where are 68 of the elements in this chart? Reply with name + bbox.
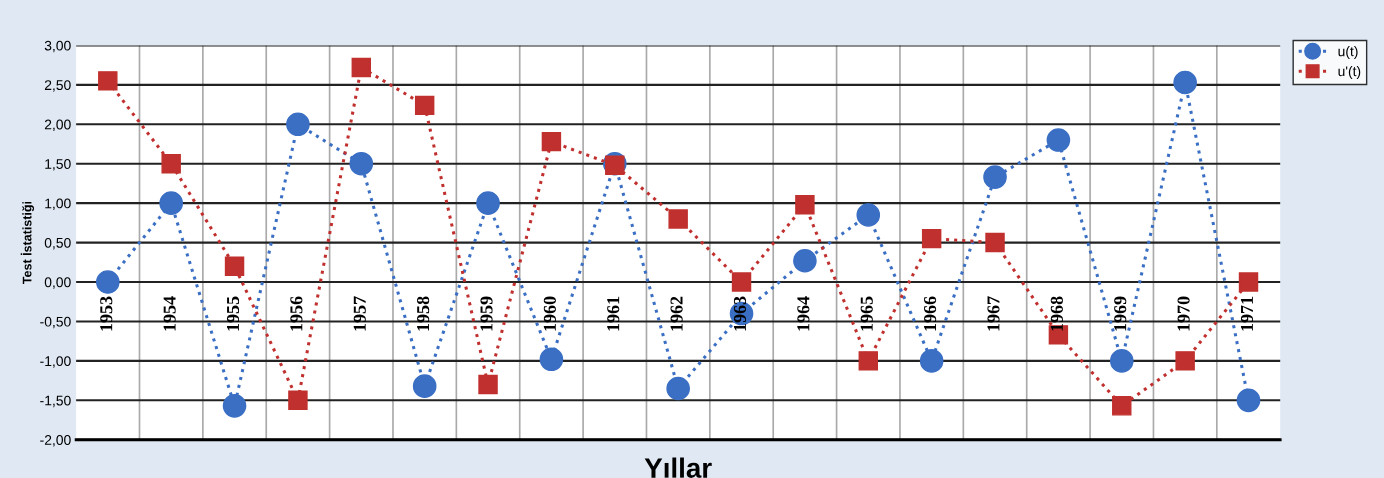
- x-tick-label: 1954: [163, 296, 176, 331]
- point: [666, 376, 690, 401]
- point: [856, 203, 881, 227]
- y-tick-label: 0,00: [44, 277, 71, 289]
- point: [96, 270, 120, 294]
- x-tick-label: 1959: [480, 296, 493, 331]
- point: [731, 272, 752, 292]
- x-tick-label: 1970: [1177, 296, 1190, 331]
- point: [414, 95, 435, 116]
- point: [351, 57, 372, 78]
- legend-label: u'(t): [1338, 65, 1361, 79]
- y-tick-label: -2,00: [40, 435, 71, 447]
- x-tick-label: 1955: [226, 296, 240, 331]
- y-tick-label: 2,00: [44, 119, 71, 132]
- y-tick-label: 3,00: [44, 40, 71, 53]
- point: [161, 153, 181, 174]
- point: [1175, 351, 1195, 371]
- x-tick-label: 1960: [543, 296, 556, 331]
- point: [921, 228, 942, 249]
- point: [412, 374, 437, 398]
- point: [668, 209, 688, 229]
- point: [224, 256, 245, 276]
- point: [349, 151, 374, 176]
- y-tick-label: -1,00: [40, 356, 71, 368]
- point: [222, 394, 247, 418]
- x-tick-label: 1962: [670, 296, 683, 331]
- point: [476, 191, 500, 215]
- y-tick-label: 0,50: [44, 237, 71, 250]
- point: [985, 232, 1005, 253]
- point: [919, 349, 944, 373]
- x-tick-label: 1968: [1050, 296, 1063, 331]
- y-axis-title: Test İstatistiği: [20, 201, 35, 284]
- point: [159, 191, 183, 215]
- point: [286, 112, 310, 137]
- y-tick-label: -1,50: [40, 395, 71, 408]
- point: [98, 71, 118, 91]
- x-tick-label: 1953: [100, 296, 113, 331]
- point: [795, 195, 815, 215]
- point: [1109, 349, 1134, 373]
- point: [288, 390, 308, 411]
- point: [983, 165, 1007, 189]
- point: [541, 131, 562, 152]
- x-tick-label: 1956: [290, 296, 303, 331]
- y-tick-label: 1,50: [45, 159, 71, 171]
- point: [793, 248, 817, 273]
- point: [858, 351, 879, 371]
- x-tick-label: 1964: [797, 296, 810, 331]
- x-tick-label: 1957: [353, 296, 366, 331]
- x-axis-title: Yıllar: [644, 457, 712, 478]
- x-tick-label: 1969: [1114, 296, 1127, 331]
- x-tick-label: 1967: [987, 296, 1000, 331]
- point: [1046, 128, 1071, 152]
- point: [1112, 396, 1132, 416]
- y-tick-label: 1,00: [45, 198, 71, 210]
- x-tick-label: 1958: [417, 296, 430, 331]
- x-tick-label: 1966: [924, 296, 937, 331]
- point: [1236, 388, 1261, 413]
- point: [478, 374, 498, 395]
- y-tick-label: 2,50: [44, 80, 71, 92]
- y-tick-label: -0,50: [40, 316, 71, 329]
- x-tick-label: 1963: [733, 296, 747, 331]
- x-tick-label: 1961: [607, 296, 620, 331]
- point: [1173, 70, 1197, 95]
- point: [1238, 272, 1259, 292]
- legend-label: u(t): [1338, 46, 1358, 60]
- x-tick-label: 1965: [860, 296, 873, 331]
- x-tick-label: 1971: [1240, 296, 1254, 331]
- point: [539, 347, 564, 372]
